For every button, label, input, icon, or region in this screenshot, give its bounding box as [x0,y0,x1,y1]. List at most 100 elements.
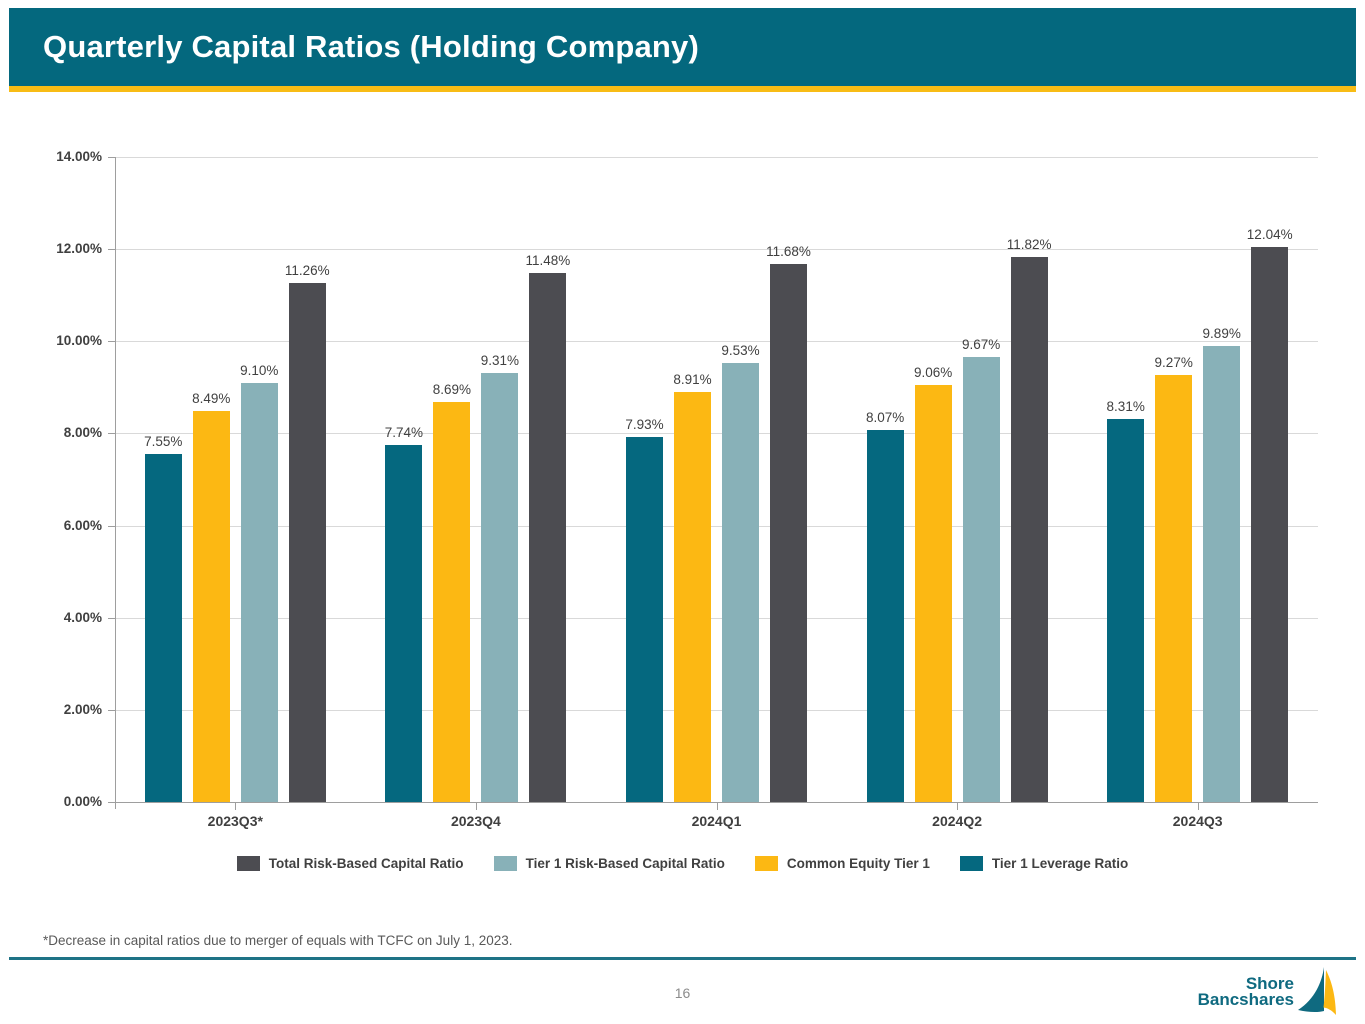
bar-data-label: 7.55% [144,434,183,450]
bar-rect-common-equity-tier-1 [914,384,952,802]
x-axis-category-label: 2024Q1 [691,813,742,829]
legend-swatch [236,856,260,871]
legend-item: Common Equity Tier 1 [754,856,930,871]
bar-data-label: 8.91% [673,371,712,387]
logo-text: Shore Bancshares [1198,973,1294,1008]
bar-data-label: 9.53% [721,342,760,358]
x-axis-category-label: 2024Q3 [1172,813,1223,829]
footnote: *Decrease in capital ratios due to merge… [43,933,513,948]
bar-data-label: 9.89% [1202,326,1241,342]
bar-rect-tier-1-leverage-ratio [385,445,423,802]
y-axis-tick [108,709,115,711]
footer-divider [9,957,1356,960]
bar-rect-tier-1-risk-based-capital-ratio [481,373,519,802]
x-axis-category-label: 2024Q2 [932,813,982,829]
bar-rect-total-risk-based-capital-ratio [529,273,567,802]
gridline [116,433,1318,435]
y-axis-label: 12.00% [56,241,102,257]
legend-label: Tier 1 Leverage Ratio [991,856,1129,871]
bar-group: 7.93% 8.91% 9.53% 11.68% [596,157,837,802]
bar: 12.04% [1247,157,1293,802]
x-axis-tick [235,803,237,810]
bar-data-label: 8.69% [432,381,472,397]
bar-data-label: 12.04% [1246,227,1293,243]
bar-data-label: 11.26% [284,263,330,279]
legend-item: Total Risk-Based Capital Ratio [236,856,464,871]
bar-data-label: 11.68% [766,243,811,259]
page-title: Quarterly Capital Ratios (Holding Compan… [43,29,700,64]
bar: 7.93% [625,157,664,802]
logo-line1: Shore [1245,973,1294,993]
y-axis-label: 10.00% [56,333,102,349]
bar: 9.06% [914,157,952,802]
x-axis-category-label: 2023Q4 [450,813,501,829]
y-axis-tick [108,433,115,435]
bar-data-label: 11.48% [525,253,571,269]
bar-rect-total-risk-based-capital-ratio [288,283,326,802]
y-axis-tick [108,802,115,803]
bar-rect-tier-1-risk-based-capital-ratio [962,356,1000,802]
bar-group: 8.07% 9.06% 9.67% 11.82% [837,157,1078,802]
bar-data-label: 8.31% [1106,399,1145,415]
bar: 11.68% [766,157,811,802]
bar-rect-tier-1-risk-based-capital-ratio [1203,346,1241,802]
legend-item: Tier 1 Leverage Ratio [959,856,1129,871]
bar-rect-tier-1-leverage-ratio [866,430,904,802]
bar-rect-tier-1-leverage-ratio [625,436,663,802]
bar-group: 8.31% 9.27% 9.89% 12.04% [1077,157,1318,802]
bar: 11.82% [1007,157,1052,802]
bar: 9.27% [1154,157,1193,802]
page-number: 16 [674,985,691,1001]
bar-rect-common-equity-tier-1 [673,391,711,802]
bar: 9.89% [1202,157,1241,802]
bar: 9.31% [480,157,520,802]
bar-data-label: 7.74% [384,425,424,441]
legend-swatch [754,856,778,871]
bar-rect-tier-1-risk-based-capital-ratio [721,362,759,802]
bar: 8.69% [432,157,472,802]
bar-rect-total-risk-based-capital-ratio [1251,247,1289,802]
bar-group: 7.55% 8.49% 9.10% 11.26% [115,157,356,802]
gridline [116,525,1318,527]
y-axis-tick [108,525,115,527]
y-axis-label: 4.00% [63,609,102,625]
legend-swatch [493,856,517,871]
bar-rect-tier-1-leverage-ratio [144,454,182,802]
bar-rect-common-equity-tier-1 [433,401,471,802]
gridline [116,157,1318,158]
x-axis-category-label: 2023Q3* [207,813,263,829]
bar: 11.26% [285,157,330,802]
bar: 8.31% [1106,157,1145,802]
bar-data-label: 7.93% [625,416,664,432]
x-axis-line [115,802,1318,803]
bar-rect-common-equity-tier-1 [192,410,230,802]
bar-data-label: 9.10% [240,362,279,378]
x-axis-tick [475,803,477,810]
bar-data-label: 9.31% [480,353,520,369]
gridline [116,617,1318,619]
y-axis-line [115,157,116,809]
bar: 8.07% [865,157,905,802]
legend-item: Tier 1 Risk-Based Capital Ratio [493,856,725,871]
y-axis-label: 6.00% [63,517,102,533]
bar-rect-total-risk-based-capital-ratio [769,263,807,802]
legend-label: Total Risk-Based Capital Ratio [268,856,464,871]
bar-data-label: 11.82% [1006,237,1052,253]
bar-data-label: 9.27% [1154,354,1193,370]
sailboat-icon [1298,967,1336,1015]
bar-group: 7.74% 8.69% 9.31% 11.48% [356,157,597,802]
bar-rect-tier-1-risk-based-capital-ratio [240,382,278,802]
bar-rect-tier-1-leverage-ratio [1107,419,1145,802]
bar: 7.55% [144,157,183,802]
header-bar: Quarterly Capital Ratios (Holding Compan… [9,8,1356,86]
bar-data-label: 8.07% [865,410,905,426]
bar-data-label: 9.67% [961,336,1001,352]
bar: 9.67% [961,157,1001,802]
legend-label: Common Equity Tier 1 [786,856,930,871]
bar: 9.53% [721,157,760,802]
gridline [116,249,1318,251]
y-axis-tick [108,157,115,158]
y-axis-label: 0.00% [63,794,102,809]
